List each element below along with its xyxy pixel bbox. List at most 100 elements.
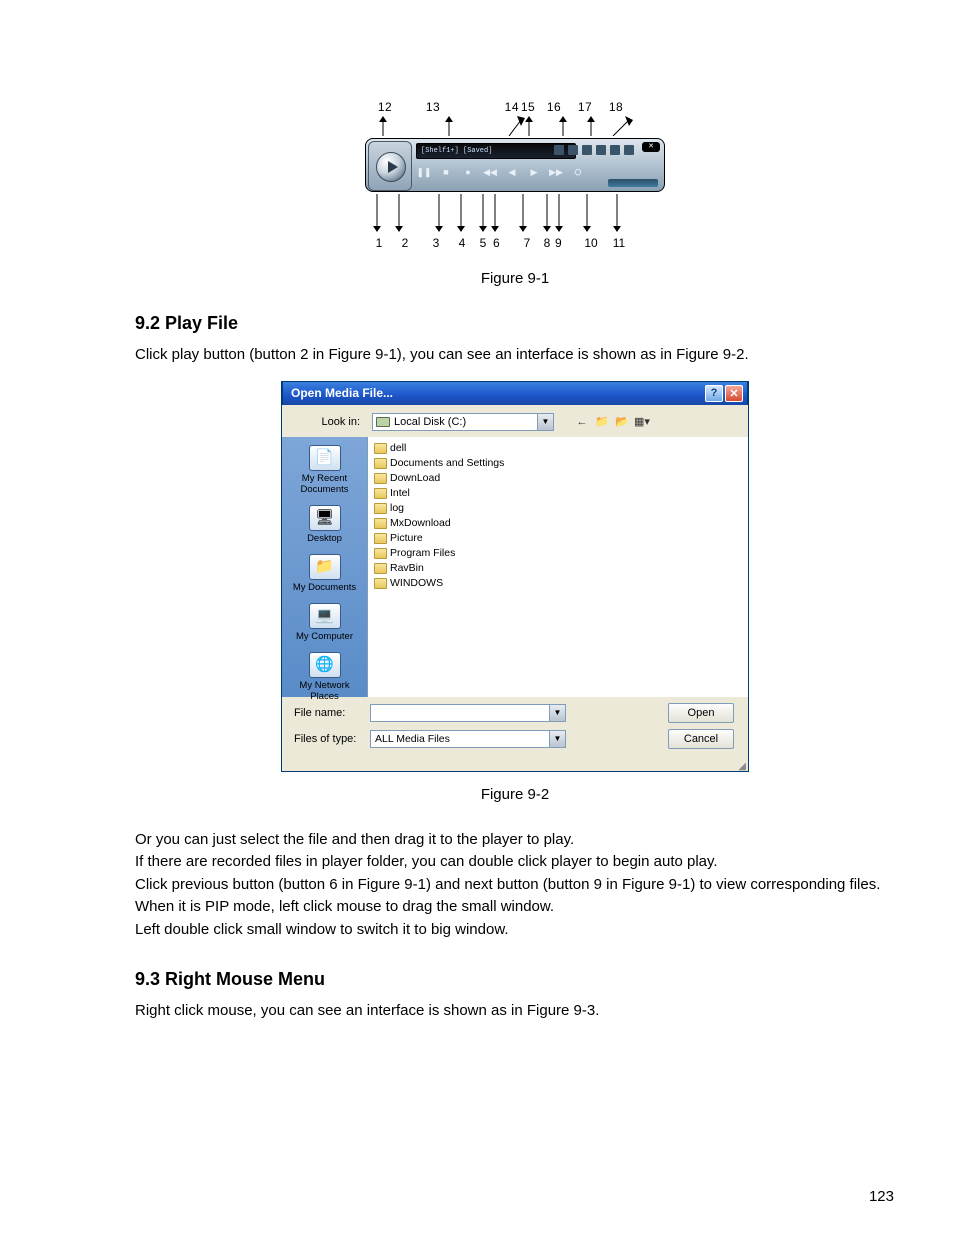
media-player: [Shelf1+] [Saved] ❚❚ ■ ● ◀◀ ◀ ▶ ▶▶ ⛭ ✕ — [365, 138, 665, 192]
look-in-label: Look in: — [290, 416, 366, 428]
top-icon[interactable] — [582, 145, 592, 155]
places-bar: My Recent Documents Desktop My Documents My… — [282, 437, 368, 697]
next-button[interactable]: ▶▶ — [548, 165, 564, 179]
chevron-down-icon[interactable]: ▼ — [549, 705, 565, 721]
folder-item[interactable]: Documents and Settings — [374, 456, 742, 471]
top-icon[interactable] — [624, 145, 634, 155]
callout-17: 17 — [571, 100, 599, 114]
callout-3: 3 — [421, 236, 451, 250]
player-close-icon[interactable]: ✕ — [642, 142, 660, 152]
file-list[interactable]: dell Documents and Settings DownLoad Intel l… — [368, 437, 748, 697]
folder-item[interactable]: dell — [374, 441, 742, 456]
up-folder-icon[interactable]: 📁 — [594, 414, 610, 430]
folder-icon — [374, 443, 387, 454]
folder-name: WINDOWS — [390, 577, 443, 589]
folder-name: Program Files — [390, 547, 455, 559]
player-display: [Shelf1+] [Saved] — [416, 143, 576, 159]
stop-button[interactable]: ■ — [438, 165, 454, 179]
folder-name: Picture — [390, 532, 423, 544]
folder-name: Intel — [390, 487, 410, 499]
chevron-down-icon[interactable]: ▼ — [537, 414, 553, 430]
callout-5: 5 — [473, 236, 493, 250]
top-icon[interactable] — [554, 145, 564, 155]
places-item[interactable]: My Documents — [284, 554, 365, 593]
player-top-icons — [554, 145, 636, 157]
filetype-label: Files of type: — [290, 733, 370, 745]
callout-4: 4 — [451, 236, 473, 250]
section-9-3-heading: 9.3 Right Mouse Menu — [135, 969, 895, 990]
dialog-titlebar[interactable]: Open Media File... ? ✕ — [282, 381, 748, 405]
places-icon — [309, 505, 341, 531]
back-icon[interactable]: ← — [574, 414, 590, 430]
places-label: My Network Places — [284, 680, 365, 702]
close-icon[interactable]: ✕ — [725, 385, 743, 402]
folder-item[interactable]: MxDownload — [374, 516, 742, 531]
folder-name: Documents and Settings — [390, 457, 504, 469]
body-paragraph: When it is PIP mode, left click mouse to… — [135, 896, 895, 919]
folder-item[interactable]: WINDOWS — [374, 576, 742, 591]
callout-7: 7 — [515, 236, 539, 250]
volume-slider[interactable] — [608, 179, 658, 187]
record-button[interactable]: ● — [460, 165, 476, 179]
body-paragraphs: Or you can just select the file and then… — [135, 829, 895, 942]
callout-2: 2 — [389, 236, 421, 250]
views-icon[interactable]: ▦▾ — [634, 414, 650, 430]
new-folder-icon[interactable]: 📂 — [614, 414, 630, 430]
folder-item[interactable]: Picture — [374, 531, 742, 546]
settings-button[interactable]: ⛭ — [570, 165, 586, 179]
places-label: Desktop — [284, 533, 365, 544]
figure-9-2-caption: Figure 9-2 — [135, 786, 895, 803]
places-item[interactable]: My Computer — [284, 603, 365, 642]
filetype-combo[interactable]: ALL Media Files ▼ — [370, 730, 566, 748]
section-9-3-text: Right click mouse, you can see an interf… — [135, 1000, 895, 1023]
folder-item[interactable]: Intel — [374, 486, 742, 501]
folder-name: RavBin — [390, 562, 424, 574]
figure-9-1-top-arrows — [365, 116, 665, 138]
folder-item[interactable]: DownLoad — [374, 471, 742, 486]
page-number: 123 — [869, 1188, 894, 1205]
top-icon[interactable] — [596, 145, 606, 155]
cancel-button[interactable]: Cancel — [668, 729, 734, 749]
chevron-down-icon[interactable]: ▼ — [549, 731, 565, 747]
play-button[interactable] — [376, 152, 406, 182]
top-icon[interactable] — [610, 145, 620, 155]
places-item[interactable]: My Recent Documents — [284, 445, 365, 495]
places-item[interactable]: My Network Places — [284, 652, 365, 702]
places-item[interactable]: Desktop — [284, 505, 365, 544]
help-icon[interactable]: ? — [705, 385, 723, 402]
look-in-combo[interactable]: Local Disk (C:) ▼ — [372, 413, 554, 431]
dialog-title-text: Open Media File... — [291, 386, 393, 400]
folder-item[interactable]: log — [374, 501, 742, 516]
places-label: My Computer — [284, 631, 365, 642]
folder-icon — [374, 563, 387, 574]
figure-9-1-bottom-arrows — [365, 194, 665, 234]
look-in-row: Look in: Local Disk (C:) ▼ ← 📁 📂 ▦▾ — [282, 405, 748, 437]
body-paragraph: Left double click small window to switch… — [135, 919, 895, 942]
places-icon — [309, 554, 341, 580]
body-paragraph: Or you can just select the file and then… — [135, 829, 895, 852]
folder-name: MxDownload — [390, 517, 451, 529]
open-button[interactable]: Open — [668, 703, 734, 723]
resize-grip-icon[interactable]: ◢ — [282, 763, 748, 771]
places-label: My Documents — [284, 582, 365, 593]
prev-button[interactable]: ◀◀ — [482, 165, 498, 179]
top-icon[interactable] — [568, 145, 578, 155]
folder-name: DownLoad — [390, 472, 440, 484]
body-paragraph: Click previous button (button 6 in Figur… — [135, 874, 895, 897]
folder-icon — [374, 518, 387, 529]
open-media-file-dialog: Open Media File... ? ✕ Look in: Local Di… — [281, 381, 749, 772]
pause-button[interactable]: ❚❚ — [416, 165, 432, 179]
callout-8: 8 — [539, 236, 555, 250]
folder-item[interactable]: RavBin — [374, 561, 742, 576]
callout-14: 14 — [465, 100, 519, 114]
fwd-button[interactable]: ▶ — [526, 165, 542, 179]
body-paragraph: If there are recorded files in player fo… — [135, 851, 895, 874]
filename-input[interactable]: ▼ — [370, 704, 566, 722]
rewind-button[interactable]: ◀ — [504, 165, 520, 179]
look-in-value: Local Disk (C:) — [394, 416, 466, 428]
folder-item[interactable]: Program Files — [374, 546, 742, 561]
figure-9-1-top-callouts: 12 13 14 15 16 17 18 — [365, 100, 665, 116]
places-label: My Recent Documents — [284, 473, 365, 495]
folder-name: dell — [390, 442, 406, 454]
callout-10: 10 — [577, 236, 605, 250]
